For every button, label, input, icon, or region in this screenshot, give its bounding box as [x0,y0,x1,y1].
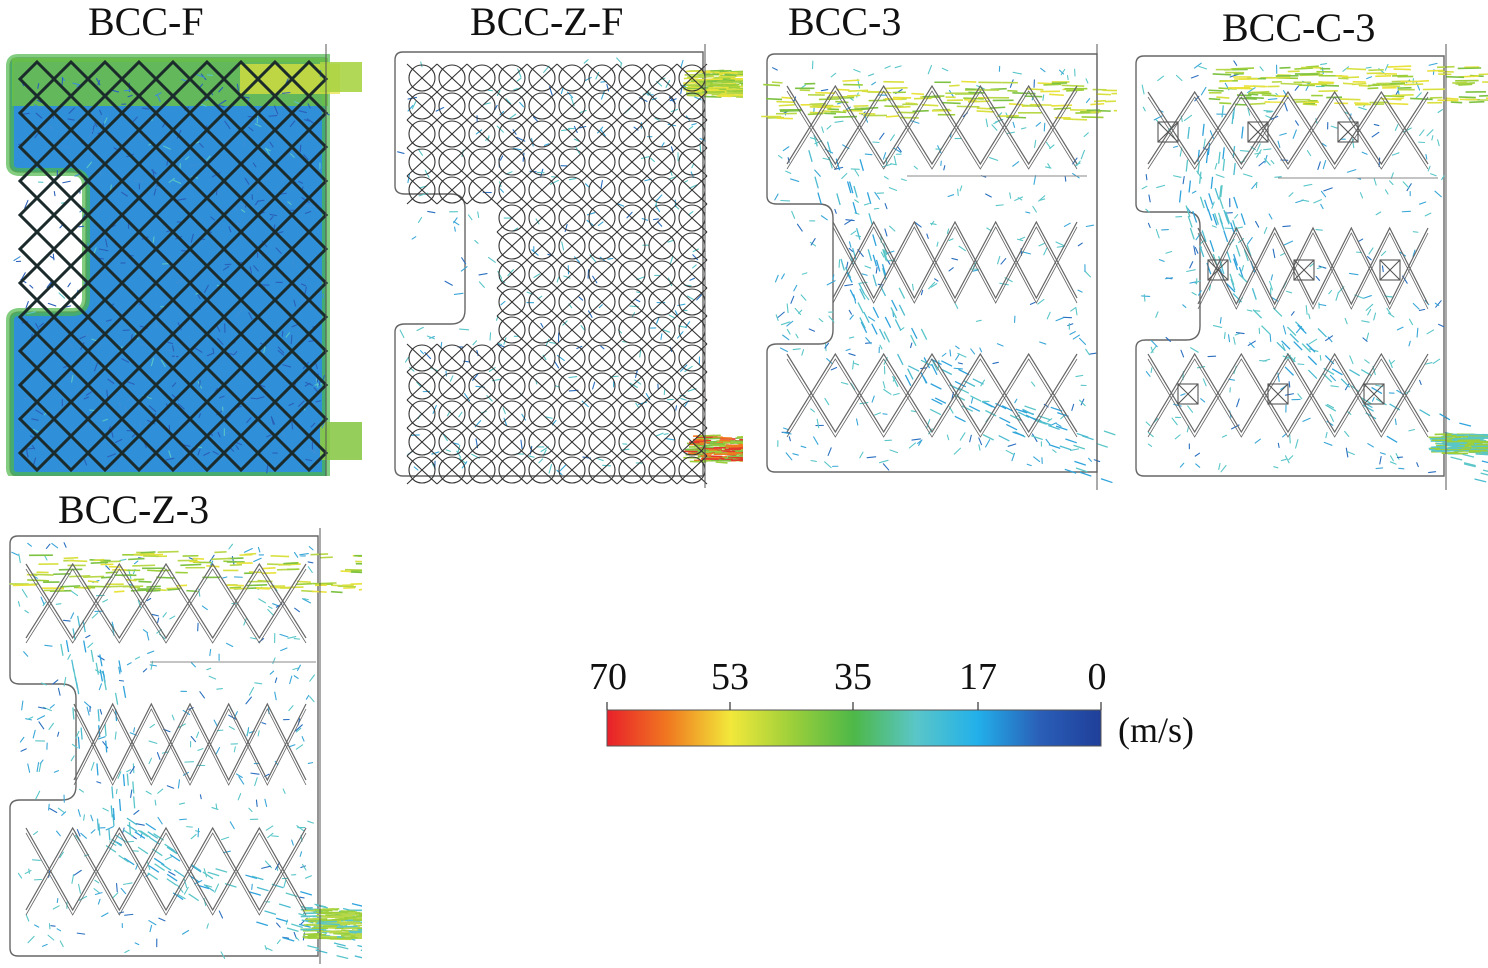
wall-stream [6,54,330,476]
jet-stream [1208,65,1488,106]
jet-stream [300,907,362,941]
panel-title-bcc-z-3: BCC-Z-3 [58,487,210,532]
lattice-row-3 [25,826,307,916]
lattice-row-2 [73,702,307,786]
lattice-row-1 [25,562,307,644]
cavity-outline [766,53,1098,473]
flow-panel-bcc-z-f [383,44,743,488]
lattice-row-2 [1197,226,1429,310]
lattice-row-3 [1147,352,1429,438]
jet-stream [683,434,743,464]
lattice-row-3 [786,352,1078,438]
colorbar-unit: (m/s) [1118,710,1194,750]
panel-title-bcc-f: BCC-F [88,0,204,44]
lattice-row-1 [786,84,1078,170]
lattice-row-1 [1147,90,1429,170]
cavity-outline [9,535,319,957]
lattice-row-2 [832,220,1078,304]
lattice-struts [17,59,329,473]
jet-stream [1428,433,1488,456]
flow-panel-bcc-3 [757,44,1117,490]
diagonal-stream [1178,105,1488,483]
colorbar-tick-label: 17 [959,656,997,698]
diagonal-stream [60,615,362,960]
colorbar-tick-label: 53 [711,656,749,698]
flow-panel-bcc-c-3 [1128,44,1488,490]
diagonal-stream [808,134,1116,484]
jet-stream [761,79,1117,121]
inlet-stream [320,62,362,92]
colorbar-gradient [606,709,1102,747]
panel-title-bcc-3: BCC-3 [788,0,902,44]
jet-stream [9,550,362,594]
colorbar-tick-label: 70 [589,656,627,698]
colorbar-tick-label: 35 [834,656,872,698]
velocity-colorbar: 70 53 35 17 0 (m/s) [560,650,1260,770]
flow-panel-bcc-f [0,44,362,476]
lattice-nodes [1157,121,1401,405]
panel-title-bcc-z-f: BCC-Z-F [470,0,624,44]
flow-panel-bcc-z-3 [0,528,362,964]
panel-title-bcc-c-3: BCC-C-3 [1222,5,1376,50]
colorbar-tick-label: 0 [1087,656,1107,698]
lattice-struts [406,63,708,485]
cavity-outline [1135,55,1445,477]
